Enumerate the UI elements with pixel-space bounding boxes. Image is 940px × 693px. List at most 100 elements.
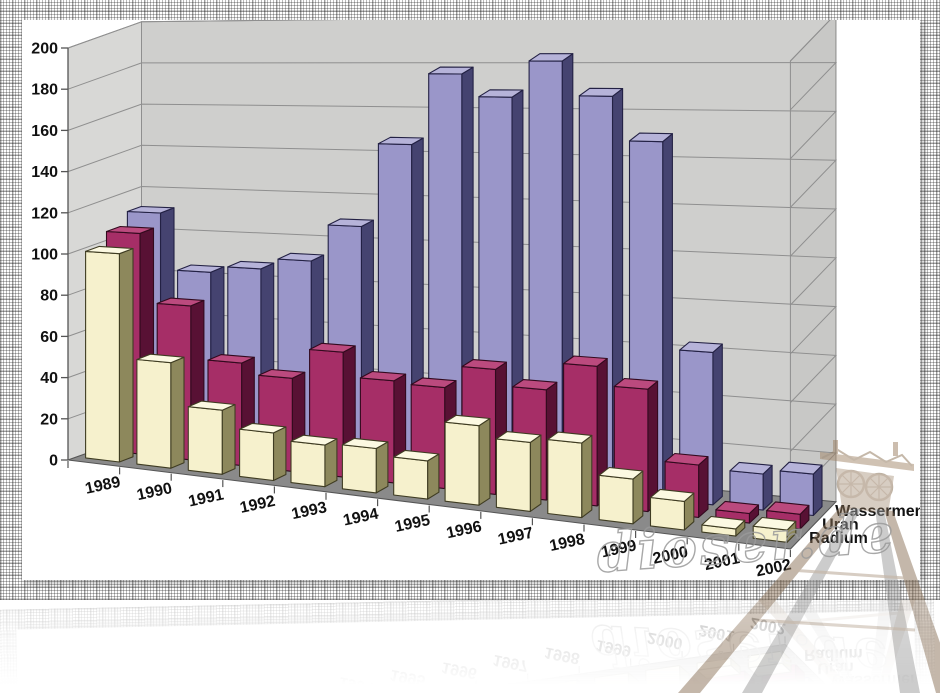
bar-front-face [187, 406, 223, 475]
bar-side-face [581, 434, 593, 519]
bar-top-face [239, 422, 287, 434]
category-label: 1990 [135, 480, 173, 504]
y-axis-tick-label: 20 [40, 411, 58, 428]
category-label: 1991 [187, 486, 225, 510]
gridline [67, 62, 838, 111]
bar-top-face [105, 225, 155, 234]
svg-text:Uran: Uran [817, 658, 854, 676]
bar-top-face [341, 437, 389, 450]
svg-text:1996: 1996 [440, 658, 478, 681]
svg-text:Wassermenge: Wassermenge [830, 670, 925, 689]
bar-top-face [393, 449, 440, 462]
bar-top-face [187, 400, 236, 411]
bar-top-face [461, 359, 507, 370]
page-reflection: 0204060801001201401601802001989199019911… [0, 600, 940, 693]
category-label: 1999 [600, 537, 638, 561]
y-axis-tick-label: 100 [31, 247, 58, 264]
bar-front-face [495, 438, 531, 512]
bar-1998-radium [547, 431, 593, 519]
bar-top-face [136, 353, 185, 364]
bar-top-face [563, 355, 608, 367]
category-label: 1998 [548, 531, 586, 555]
svg-text:1999: 1999 [595, 636, 633, 659]
bar-top-face [679, 341, 723, 353]
y-axis-tick-label: 40 [40, 370, 58, 387]
bar-top-face [444, 414, 491, 427]
y-axis-tick-label: 160 [31, 123, 58, 140]
bar-side-face [272, 426, 287, 482]
bar-top-face [664, 452, 709, 466]
bar-2001-radium [701, 515, 746, 537]
y-axis-tick-label: 200 [31, 41, 58, 58]
bar-top-face [177, 264, 225, 273]
bar-side-face [662, 133, 673, 501]
y-axis-tick-label: 80 [40, 288, 58, 305]
bar-side-face [698, 456, 709, 518]
bar-1993-radium [290, 434, 338, 488]
category-label: 1996 [445, 518, 483, 542]
bar-top-face [495, 431, 542, 443]
bar-front-face [444, 421, 480, 506]
bar-1999-radium [598, 466, 644, 525]
category-label: 1995 [393, 512, 431, 536]
bar-side-face [632, 470, 644, 525]
bar-top-face [277, 252, 325, 262]
bar-top-face [649, 488, 695, 502]
bar-side-face [170, 356, 185, 469]
bar-front-face [239, 428, 275, 482]
bar-top-face [428, 66, 474, 75]
bar-top-face [309, 342, 356, 353]
bar-front-face [341, 444, 377, 494]
bar-side-face [118, 247, 134, 463]
bar-1991-radium [187, 400, 236, 475]
svg-text:2000: 2000 [646, 628, 684, 651]
bar-front-face [393, 456, 429, 500]
bar-top-face [578, 87, 624, 97]
bar-top-face [126, 205, 175, 214]
bar-2002-radium [752, 516, 797, 543]
bar-front-face [547, 439, 583, 519]
category-label: 1994 [342, 506, 380, 530]
bar-1992-radium [239, 422, 287, 482]
bar-side-face [375, 441, 389, 494]
bar-top-face [512, 379, 558, 391]
bar-1996-radium [444, 414, 491, 506]
bar-top-face [290, 434, 338, 446]
bar-1997-radium [495, 431, 542, 512]
bar-side-face [478, 417, 491, 506]
svg-text:1997: 1997 [492, 651, 530, 674]
bar-1994-radium [341, 437, 389, 494]
svg-text:2002: 2002 [749, 614, 787, 637]
svg-text:Radium: Radium [804, 645, 863, 663]
bar-2000-radium [649, 488, 695, 531]
bar-front-face [85, 250, 120, 463]
3d-bar-chart: 0 20 40 60 80 100 120 140 160 180 200 1989 1990 1991 1… [31, 20, 920, 580]
svg-text:1995: 1995 [389, 666, 427, 689]
bar-front-face [136, 358, 172, 469]
bar-side-face [529, 434, 542, 512]
bar-top-face [377, 136, 424, 146]
svg-text:1993: 1993 [286, 681, 324, 693]
bar-top-face [528, 53, 574, 62]
bar-side-face [427, 453, 440, 500]
bar-1990-radium [136, 353, 185, 469]
bar-top-face [628, 132, 673, 143]
bar-side-face [712, 343, 723, 506]
category-label: 1993 [290, 499, 328, 523]
bar-1995-radium [393, 449, 440, 500]
bar-top-face [729, 461, 773, 475]
y-axis-tick-label: 180 [31, 82, 58, 99]
bar-side-face [647, 380, 659, 513]
svg-text:1998: 1998 [543, 643, 581, 666]
bar-top-face [359, 370, 407, 382]
svg-text:2001: 2001 [697, 621, 735, 644]
category-label: 1997 [496, 525, 534, 549]
bar-top-face [227, 260, 275, 270]
y-axis-tick-label: 60 [40, 329, 58, 346]
y-axis-tick-label: 120 [31, 205, 58, 222]
y-axis: 0 20 40 60 80 100 120 140 160 180 200 [31, 41, 69, 470]
bar-top-face [478, 89, 524, 98]
bar-top-face [410, 377, 457, 389]
bar-top-face [156, 297, 205, 307]
gridline [67, 20, 831, 62]
